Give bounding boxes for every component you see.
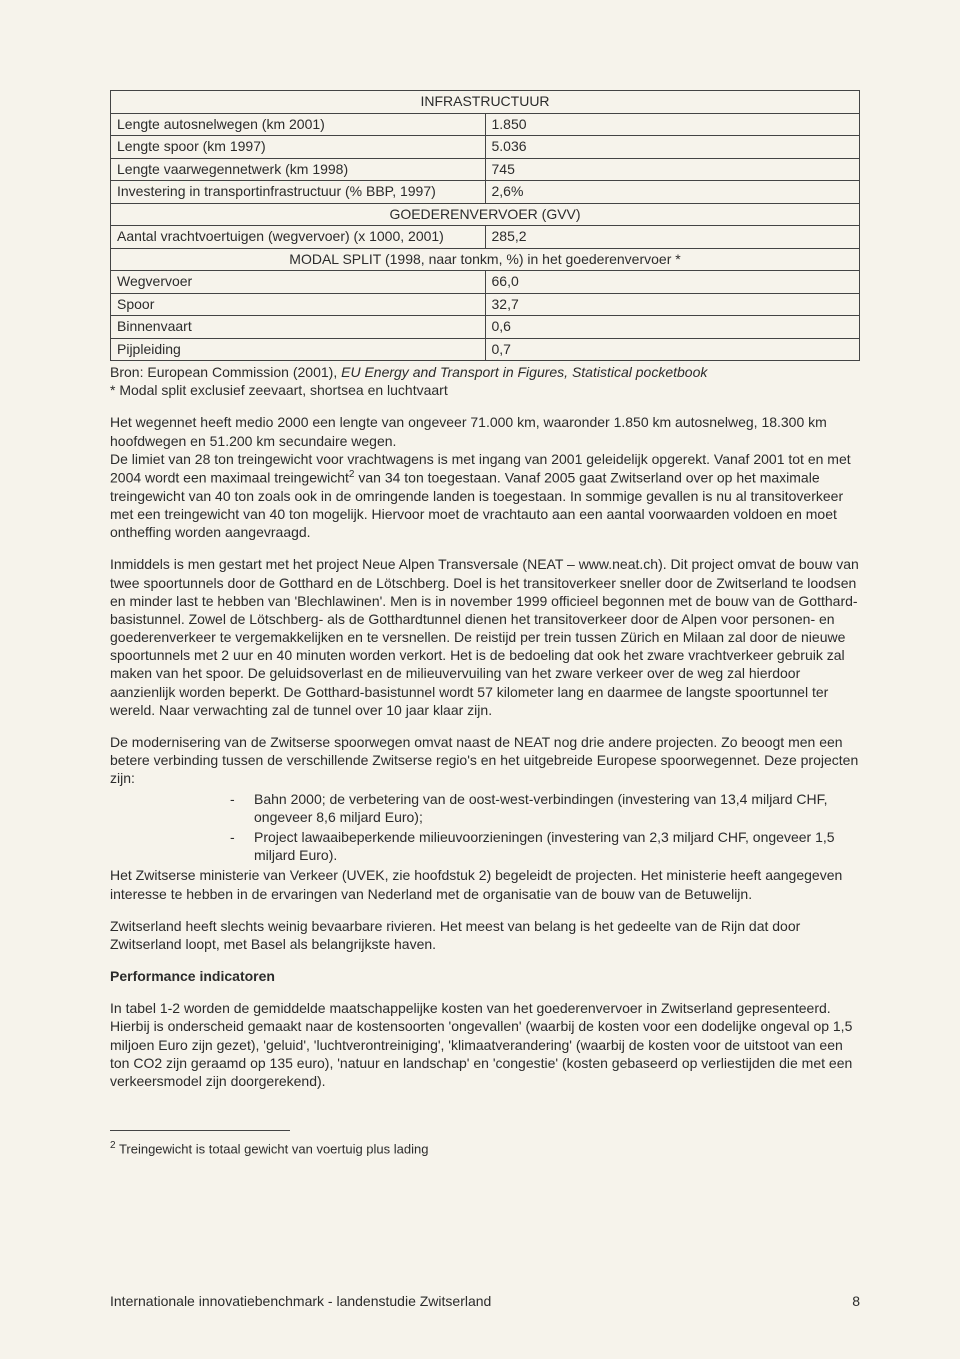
table-row: Pijpleiding 0,7 [111, 338, 860, 361]
table-row: Binnenvaart 0,6 [111, 316, 860, 339]
cell-label: Lengte spoor (km 1997) [111, 136, 486, 159]
table-header-modal: MODAL SPLIT (1998, naar tonkm, %) in het… [111, 248, 860, 271]
footnote-text: Treingewicht is totaal gewicht van voert… [116, 1142, 429, 1157]
table-header-infra: INFRASTRUCTUUR [111, 91, 860, 114]
list-item: Bahn 2000; de verbetering van de oost-we… [230, 790, 860, 826]
table-row: Wegvervoer 66,0 [111, 271, 860, 294]
cell-value: 66,0 [485, 271, 860, 294]
table-row: Spoor 32,7 [111, 293, 860, 316]
page-footer: Internationale innovatiebenchmark - land… [110, 1293, 860, 1309]
paragraph: Inmiddels is men gestart met het project… [110, 555, 860, 719]
table-row: Lengte autosnelwegen (km 2001) 1.850 [111, 113, 860, 136]
paragraph: Het Zwitserse ministerie van Verkeer (UV… [110, 866, 860, 902]
footer-title: Internationale innovatiebenchmark - land… [110, 1293, 491, 1309]
page-number: 8 [852, 1293, 860, 1309]
table-row: Aantal vrachtvoertuigen (wegvervoer) (x … [111, 226, 860, 249]
project-list: Bahn 2000; de verbetering van de oost-we… [230, 790, 860, 865]
page: INFRASTRUCTUUR Lengte autosnelwegen (km … [0, 0, 960, 1359]
paragraph: Het wegennet heeft medio 2000 een lengte… [110, 413, 860, 541]
cell-label: Wegvervoer [111, 271, 486, 294]
cell-value: 285,2 [485, 226, 860, 249]
cell-label: Binnenvaart [111, 316, 486, 339]
cell-label: Spoor [111, 293, 486, 316]
cell-value: 0,6 [485, 316, 860, 339]
cell-value: 32,7 [485, 293, 860, 316]
table-source: Bron: European Commission (2001), EU Ene… [110, 363, 860, 399]
table-header-gvv: GOEDERENVERVOER (GVV) [111, 203, 860, 226]
paragraph: In tabel 1-2 worden de gemiddelde maatsc… [110, 999, 860, 1090]
cell-value: 0,7 [485, 338, 860, 361]
source-title: EU Energy and Transport in Figures, Stat… [341, 364, 707, 380]
table-row: Lengte vaarwegennetwerk (km 1998) 745 [111, 158, 860, 181]
cell-label: Investering in transportinfrastructuur (… [111, 181, 486, 204]
cell-value: 1.850 [485, 113, 860, 136]
source-prefix: Bron: European Commission (2001), [110, 364, 341, 380]
cell-label: Pijpleiding [111, 338, 486, 361]
table-row: Investering in transportinfrastructuur (… [111, 181, 860, 204]
footnote-rule [110, 1130, 290, 1131]
infrastructure-table: INFRASTRUCTUUR Lengte autosnelwegen (km … [110, 90, 860, 361]
paragraph: Zwitserland heeft slechts weinig bevaarb… [110, 917, 860, 953]
cell-label: Lengte autosnelwegen (km 2001) [111, 113, 486, 136]
cell-value: 745 [485, 158, 860, 181]
cell-label: Lengte vaarwegennetwerk (km 1998) [111, 158, 486, 181]
para-text: Het wegennet heeft medio 2000 een lengte… [110, 414, 827, 448]
footnote: 2 Treingewicht is totaal gewicht van voe… [110, 1139, 860, 1158]
list-item: Project lawaaibeperkende milieuvoorzieni… [230, 828, 860, 864]
section-heading: Performance indicatoren [110, 967, 860, 985]
cell-value: 2,6% [485, 181, 860, 204]
source-note: * Modal split exclusief zeevaart, shorts… [110, 382, 448, 398]
cell-label: Aantal vrachtvoertuigen (wegvervoer) (x … [111, 226, 486, 249]
table-row: Lengte spoor (km 1997) 5.036 [111, 136, 860, 159]
paragraph: De modernisering van de Zwitserse spoorw… [110, 733, 860, 788]
cell-value: 5.036 [485, 136, 860, 159]
